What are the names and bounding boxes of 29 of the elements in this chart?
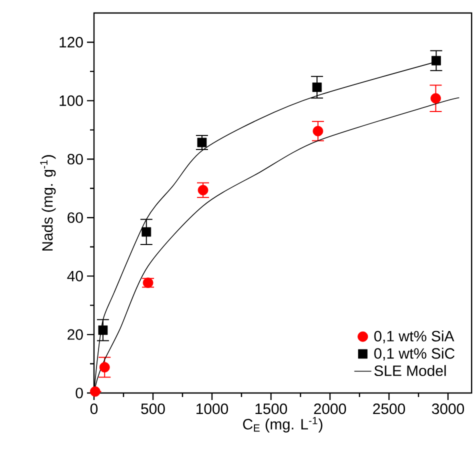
- y-tick-label: 60: [68, 212, 83, 223]
- legend-label: 0,1 wt% SiC: [374, 348, 455, 361]
- x-tick-label: 1000: [196, 404, 228, 414]
- point: [432, 56, 441, 66]
- point: [312, 126, 324, 136]
- y-tick-label: 80: [68, 154, 83, 164]
- y-tick-label: 100: [60, 95, 83, 106]
- point: [90, 386, 100, 397]
- point: [142, 227, 152, 237]
- y-tick-label: 0: [76, 388, 83, 398]
- x-tick-label: 2000: [314, 404, 346, 414]
- x-axis-title: C$_{E}$ (mg. L$^{-1}$): [243, 416, 322, 432]
- x-tick-label: 3000: [432, 404, 464, 414]
- legend-label: SLE Model: [374, 365, 446, 376]
- point: [312, 82, 322, 92]
- point: [99, 362, 110, 372]
- point: [197, 138, 207, 148]
- x-tick-label: 1500: [256, 404, 288, 414]
- x-tick-label: 500: [141, 404, 165, 414]
- legend-label: 0,1 wt% SiA: [374, 330, 454, 344]
- point: [98, 325, 108, 335]
- x-tick-label: 0: [90, 404, 98, 414]
- y-tick-label: 40: [67, 270, 83, 282]
- point: [430, 93, 441, 104]
- point: [198, 184, 208, 196]
- x-tick-label: 2500: [373, 404, 406, 414]
- y-axis-title: Nads (mg. g$^{-1}$): [40, 155, 56, 251]
- y-tick-label: 120: [60, 36, 83, 48]
- y-tick-label: 20: [68, 329, 83, 340]
